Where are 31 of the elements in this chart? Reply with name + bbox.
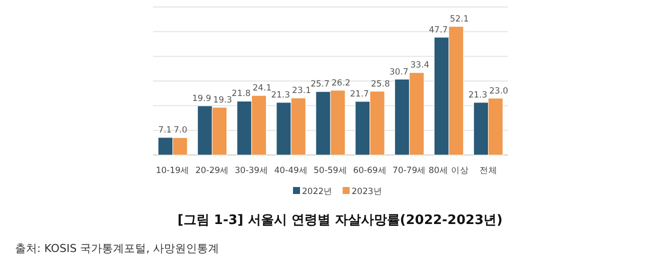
x-tick-label: 60-69세	[353, 166, 387, 176]
data-label: 19.9	[192, 94, 212, 104]
data-label: 21.3	[468, 90, 488, 100]
x-tick-label: 70-79세	[392, 166, 426, 176]
data-label: 7.0	[174, 126, 188, 136]
x-tick-label: 10-19세	[156, 166, 190, 176]
source-note: 출처: KOSIS 국가통계포털, 사망원인통계	[15, 242, 220, 255]
x-tick-label: 30-39세	[234, 166, 268, 176]
data-label: 21.3	[271, 90, 290, 100]
data-label: 30.7	[389, 67, 408, 78]
data-label: 47.7	[428, 25, 448, 36]
x-tick-label: 80세 이상	[428, 166, 470, 176]
data-label: 24.1	[252, 84, 272, 94]
data-label: 21.8	[232, 89, 251, 100]
x-tick-label: 40-49세	[274, 166, 308, 176]
x-tick-label: 20-29세	[195, 166, 230, 176]
text: [그림 1-3] 서울시 연령별 자살사망률(2022-2023년)	[177, 213, 503, 228]
data-label: 19.3	[213, 95, 232, 106]
data-label: 7.1	[158, 125, 172, 136]
data-label: 23.0	[489, 86, 508, 96]
legend-label: 2022년	[302, 187, 333, 197]
data-label: 52.1	[450, 14, 469, 24]
data-label: 33.4	[410, 60, 430, 71]
data-label: 21.7	[350, 89, 369, 100]
legend-label: 2023년	[352, 187, 382, 197]
data-label: 25.7	[310, 80, 330, 90]
data-label: 25.8	[370, 79, 390, 90]
data-label: 26.2	[332, 78, 350, 88]
x-tick-label: 전체	[479, 166, 498, 176]
data-label: 23.1	[292, 86, 311, 96]
x-tick-label: 50-59세	[314, 166, 348, 176]
